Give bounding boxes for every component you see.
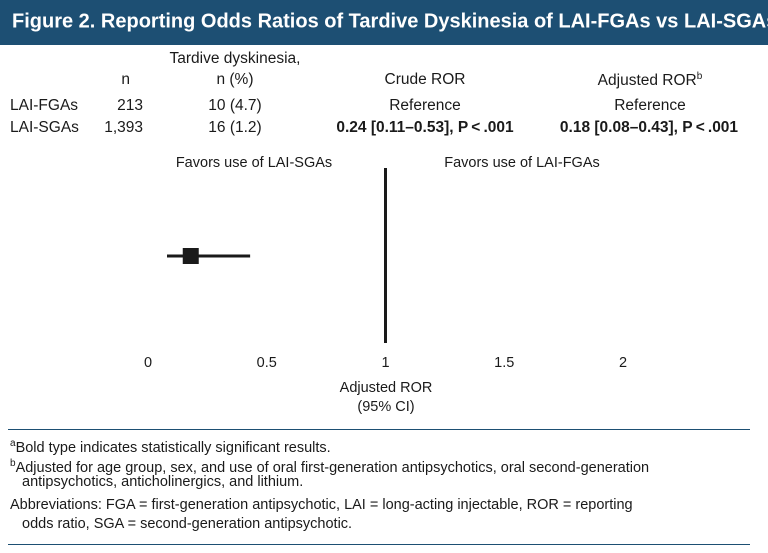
header-adjusted-ror: Adjusted RORb [540,71,760,90]
footnote-b: bAdjusted for age group, sex, and use of… [10,454,750,478]
point-estimate-marker [182,248,199,264]
footnote-b-line2: antipsychotics, anticholinergics, and li… [22,474,304,490]
bottom-rule [8,544,750,545]
figure-title: Figure 2. Reporting Odds Ratios of Tardi… [12,9,768,34]
row-2-crude: 0.24 [0.11–0.53], P < .001 [336,119,514,136]
x-tick-label: 1.5 [494,355,514,371]
row-1-crude: Reference [389,97,461,114]
forest-plot: Favors use of LAI-SGAs Favors use of LAI… [144,155,627,415]
x-tick-label: 1 [381,355,389,371]
footnote-a-text: Bold type indicates statistically signif… [15,439,331,456]
header-adjusted-sup: b [696,71,703,82]
x-axis-label-line1: Adjusted ROR [340,380,433,396]
row-1-group: LAI-FGAs [10,97,79,114]
row-1-adjusted: Reference [614,97,686,114]
header-td-line2: n (%) [216,71,254,88]
footnote-b-line1: Adjusted for age group, sex, and use of … [15,459,650,476]
footnote-divider [8,429,750,430]
row-2-adjusted: 0.18 [0.08–0.43], P < .001 [559,119,739,136]
annotation-favors-sgas: Favors use of LAI-SGAs [176,155,332,171]
footnote-a-sup: a [10,438,16,449]
x-tick-label: 0.5 [257,355,277,371]
annotation-favors-fgas: Favors use of LAI-FGAs [444,155,600,171]
footnote-b-cont: antipsychotics, anticholinergics, and li… [10,473,750,492]
footnote-abbr-line2: odds ratio, SGA = second-generation anti… [22,516,353,532]
x-tick-label: 0 [144,355,152,371]
x-axis-ticks: 0 0.5 1 1.5 2 [144,355,627,371]
header-td-line1: Tardive dyskinesia, [169,50,301,67]
header-adjusted-text: Adjusted ROR [597,72,697,90]
row-2-td: 16 (1.2) [208,119,262,136]
footnote-abbreviations: Abbreviations: FGA = first-generation an… [10,496,750,515]
figure-title-text: Figure 2. Reporting Odds Ratios of Tardi… [12,10,768,33]
row-1-n: 213 [117,97,143,114]
x-axis-label-line2: (95% CI) [357,399,414,415]
footnote-a: aBold type indicates statistically signi… [10,434,750,458]
footnote-abbreviations-cont: odds ratio, SGA = second-generation anti… [10,515,750,534]
header-n: n [121,71,130,88]
row-2-group: LAI-SGAs [10,119,79,136]
row-1-td: 10 (4.7) [208,97,262,114]
footnote-b-sup: b [10,458,16,469]
x-tick-label: 2 [619,355,627,371]
figure-title-bar: Figure 2. Reporting Odds Ratios of Tardi… [0,0,768,45]
footnote-abbr-line1: Abbreviations: FGA = first-generation an… [10,497,633,513]
row-2-n: 1,393 [104,119,143,136]
forest-points [167,248,251,264]
header-crude-ror: Crude ROR [384,71,466,88]
